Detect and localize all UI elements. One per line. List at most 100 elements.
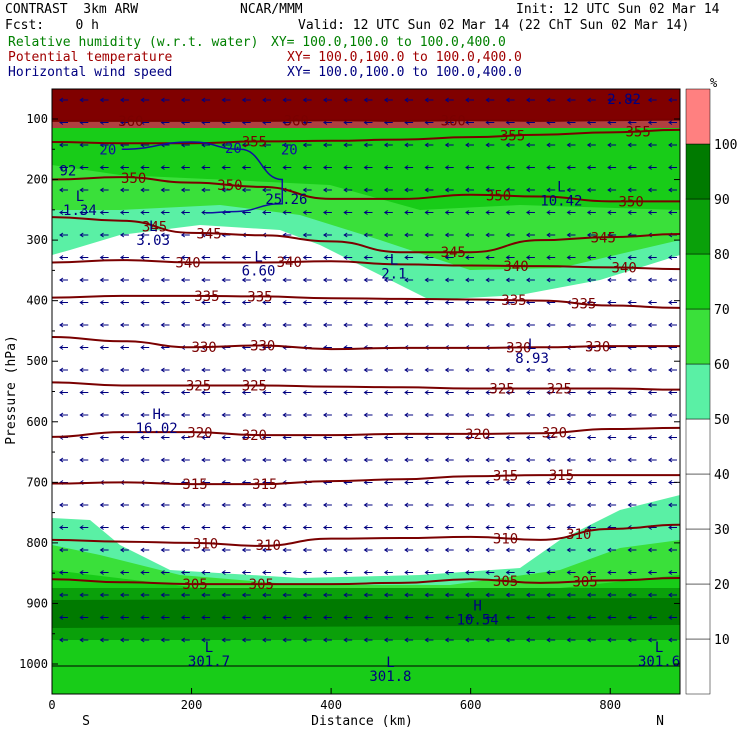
wind-arrow-head (383, 165, 389, 170)
wind-arrow-head (647, 367, 652, 373)
wind-arrow-head (160, 300, 165, 305)
wind-arrow-head (404, 615, 409, 620)
theta-contour-label: 355 (625, 124, 650, 140)
wind-arrow-head (444, 480, 449, 485)
wind-arrow-head (444, 210, 449, 215)
wind-arrow-head (180, 322, 186, 328)
wind-arrow-head (404, 255, 409, 260)
wind-arrow-head (647, 165, 652, 170)
wind-arrow-head (363, 457, 368, 463)
theta-contour-335 (52, 294, 680, 309)
wind-arrow-head (140, 592, 145, 598)
wind-arrow-head (180, 412, 186, 418)
wind-arrow-head (465, 435, 470, 440)
wind-arrow-head (343, 187, 348, 193)
legend-rh: Relative humidity (w.r.t. water) (8, 35, 259, 50)
wind-arrow-head (343, 525, 348, 530)
wind-arrow-head (607, 322, 612, 328)
wind-arrow-head (465, 615, 470, 620)
wind-arrow-head (566, 390, 571, 395)
wind-arrow-head (505, 615, 510, 620)
wind-arrow-head (647, 97, 652, 103)
wind-arrow-head (444, 547, 449, 553)
wind-arrow-head (99, 412, 104, 418)
legend-rh-xy: XY= 100.0,100.0 to 100.0,400.0 (271, 35, 506, 50)
wind-arrow-head (505, 390, 510, 395)
theta-contour-label: 350 (217, 178, 242, 194)
wind-arrow-head (668, 97, 673, 103)
low-marker: L (205, 640, 213, 656)
wind-arrow-head (363, 592, 368, 598)
wind-arrow-head (444, 457, 449, 463)
wind-arrow-head (383, 592, 389, 598)
wind-arrow-head (444, 592, 449, 598)
wind-arrow-head (383, 187, 389, 193)
extremum-value: 301.7 (188, 654, 230, 670)
wind-arrow-head (343, 300, 348, 305)
wind-arrow-head (282, 457, 287, 463)
wind-arrow-head (140, 390, 145, 395)
wind-arrow-head (607, 637, 612, 643)
wind-arrow-head (99, 615, 104, 620)
wind-arrow-head (201, 390, 206, 395)
wind-arrow-head (465, 367, 470, 373)
contour-value-label: 25.26 (265, 192, 307, 208)
wind-arrow-head (485, 142, 490, 148)
wind-arrow-head (221, 300, 226, 305)
wind-arrow-head (525, 322, 531, 328)
wind-arrow-head (525, 637, 531, 643)
wind-arrow-head (668, 300, 673, 305)
wind-arrow-head (607, 165, 612, 170)
wind-arrow-head (79, 322, 84, 328)
theta-contour-label: 350 (619, 194, 644, 210)
wind-arrow-head (485, 570, 490, 575)
theta-contour-310 (52, 523, 680, 547)
wind-arrow-head (647, 435, 652, 440)
wind-arrow-head (586, 637, 592, 643)
contour-value-label: 2.82 (607, 92, 641, 108)
theta-contour-label: 315 (182, 477, 207, 493)
theta-contour-label: 320 (465, 427, 490, 443)
wind-arrow-head (586, 232, 592, 238)
wind-arrow-head (201, 187, 206, 193)
wind-arrow-head (607, 457, 612, 463)
wind-arrow-head (282, 525, 287, 530)
wind-arrow-head (160, 210, 165, 215)
wind-arrow-head (221, 502, 226, 508)
wind-arrow-head (363, 367, 368, 373)
wind-arrow-head (262, 412, 267, 418)
wind-arrow-head (322, 300, 328, 305)
wind-arrow-head (322, 277, 328, 283)
wind-arrow-head (465, 547, 470, 553)
wind-arrow-head (221, 547, 226, 553)
wind-arrow-head (119, 390, 125, 395)
wind-arrow-head (525, 277, 531, 283)
wind-arrow-head (140, 300, 145, 305)
wind-arrow-head (241, 570, 246, 575)
wind-arrow-head (302, 637, 307, 643)
wind-arrow-head (607, 390, 612, 395)
wind-arrow-head (668, 592, 673, 598)
wind-arrow-head (485, 187, 490, 193)
wind-arrow-head (424, 232, 429, 238)
theta-contour-label: 345 (196, 226, 221, 242)
theta-contour-label: 325 (489, 381, 514, 397)
wind-arrow-head (647, 480, 652, 485)
wind-arrow-head (525, 457, 531, 463)
wind-arrow-head (59, 592, 64, 598)
wind-arrow-head (201, 435, 206, 440)
model-title: CONTRAST 3km ARW (5, 2, 139, 17)
wind-arrow-head (221, 435, 226, 440)
wind-arrow-head (302, 435, 307, 440)
wind-arrow-head (586, 435, 592, 440)
wind-arrow-head (607, 210, 612, 215)
wind-arrow-head (505, 277, 510, 283)
x-tick-label: 800 (599, 698, 621, 712)
low-marker: L (557, 180, 565, 196)
wind-arrow-head (607, 592, 612, 598)
wind-arrow-head (221, 390, 226, 395)
wind-arrow-head (160, 570, 165, 575)
wind-arrow-head (404, 412, 409, 418)
extremum-value: 1.34 (63, 203, 97, 219)
wind-arrow-head (262, 615, 267, 620)
